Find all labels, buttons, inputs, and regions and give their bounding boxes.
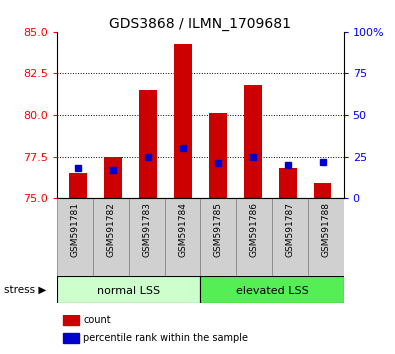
Bar: [174, 44, 192, 198]
Text: GSM591788: GSM591788: [321, 202, 330, 257]
Bar: [93, 198, 129, 276]
Bar: [314, 183, 331, 198]
Text: GSM591781: GSM591781: [71, 202, 80, 257]
Bar: [165, 198, 201, 276]
Bar: [57, 276, 201, 303]
Text: stress ▶: stress ▶: [4, 284, 46, 295]
Bar: [236, 198, 272, 276]
Text: elevated LSS: elevated LSS: [236, 286, 308, 296]
Bar: [308, 198, 344, 276]
Title: GDS3868 / ILMN_1709681: GDS3868 / ILMN_1709681: [109, 17, 292, 31]
Text: percentile rank within the sample: percentile rank within the sample: [83, 333, 248, 343]
Bar: [244, 85, 261, 198]
Text: GSM591786: GSM591786: [250, 202, 259, 257]
Bar: [63, 315, 79, 325]
Text: GSM591783: GSM591783: [142, 202, 151, 257]
Bar: [279, 168, 297, 198]
Bar: [57, 198, 93, 276]
Bar: [70, 173, 87, 198]
Bar: [139, 90, 157, 198]
Text: count: count: [83, 315, 111, 325]
Text: normal LSS: normal LSS: [97, 286, 160, 296]
Bar: [63, 333, 79, 343]
Bar: [201, 198, 236, 276]
Bar: [104, 156, 122, 198]
Bar: [272, 198, 308, 276]
Text: GSM591785: GSM591785: [214, 202, 223, 257]
Bar: [209, 113, 227, 198]
Text: GSM591787: GSM591787: [286, 202, 294, 257]
Text: GSM591782: GSM591782: [107, 202, 115, 257]
Bar: [129, 198, 165, 276]
Text: GSM591784: GSM591784: [178, 202, 187, 257]
Bar: [201, 276, 344, 303]
